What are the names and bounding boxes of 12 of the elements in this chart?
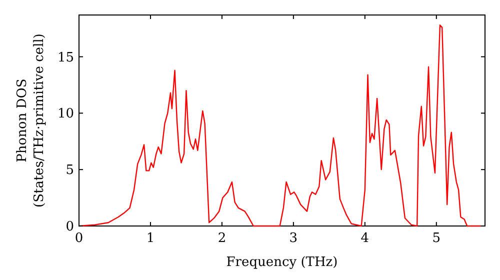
x-tick-label: 5	[432, 231, 441, 246]
y-tick-label: 0	[66, 220, 74, 235]
x-tick-label: 1	[146, 231, 155, 246]
y-tick-label: 10	[57, 106, 74, 122]
y-tick-label: 15	[57, 50, 74, 66]
line-series	[78, 24, 482, 227]
x-tick-label: 3	[289, 231, 298, 246]
x-tick-label: 4	[360, 231, 370, 246]
y-tick-label: 5	[66, 163, 74, 178]
x-tick-label: 2	[218, 231, 226, 246]
y-axis-title: Phonon DOS (States/THz·primitive cell)	[15, 33, 47, 208]
x-axis-title: Frequency (THz)	[226, 255, 338, 270]
